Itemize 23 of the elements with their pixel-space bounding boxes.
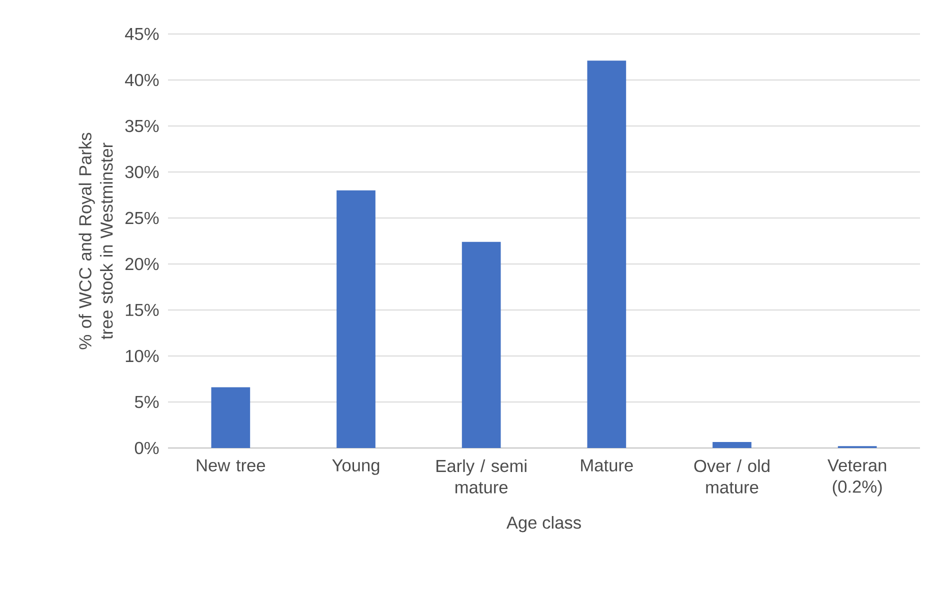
y-tick-label: 10% — [126, 350, 159, 362]
y-tick-label: 40% — [124, 74, 159, 86]
bar — [336, 190, 376, 448]
bar — [211, 387, 250, 448]
x-tick-label: Mature — [581, 459, 633, 472]
y-tick-label: 20% — [125, 258, 159, 270]
bar — [712, 442, 752, 448]
y-tick-label: 30% — [125, 166, 159, 178]
y-axis-title: % of WCC and Royal Parks tree stock in Westminster — [78, 132, 113, 350]
y-tick-label: 25% — [125, 212, 159, 224]
y-tick-label: 45% — [124, 28, 159, 40]
x-tick-label: Young — [332, 459, 380, 475]
y-tick-label: 35% — [125, 120, 159, 132]
x-tick-label: Over / old mature — [694, 459, 770, 494]
bar — [462, 242, 501, 448]
x-axis-title: Age class — [506, 516, 581, 532]
y-tick-label: 0% — [134, 442, 159, 454]
y-tick-label: 5% — [134, 396, 159, 408]
x-tick-label: Early / semi mature — [436, 459, 526, 494]
x-tick-label: Veteran (0.2%) — [828, 459, 886, 496]
x-tick-label: New tree — [196, 459, 266, 472]
y-tick-label: 15% — [126, 304, 159, 316]
bar — [587, 60, 626, 448]
